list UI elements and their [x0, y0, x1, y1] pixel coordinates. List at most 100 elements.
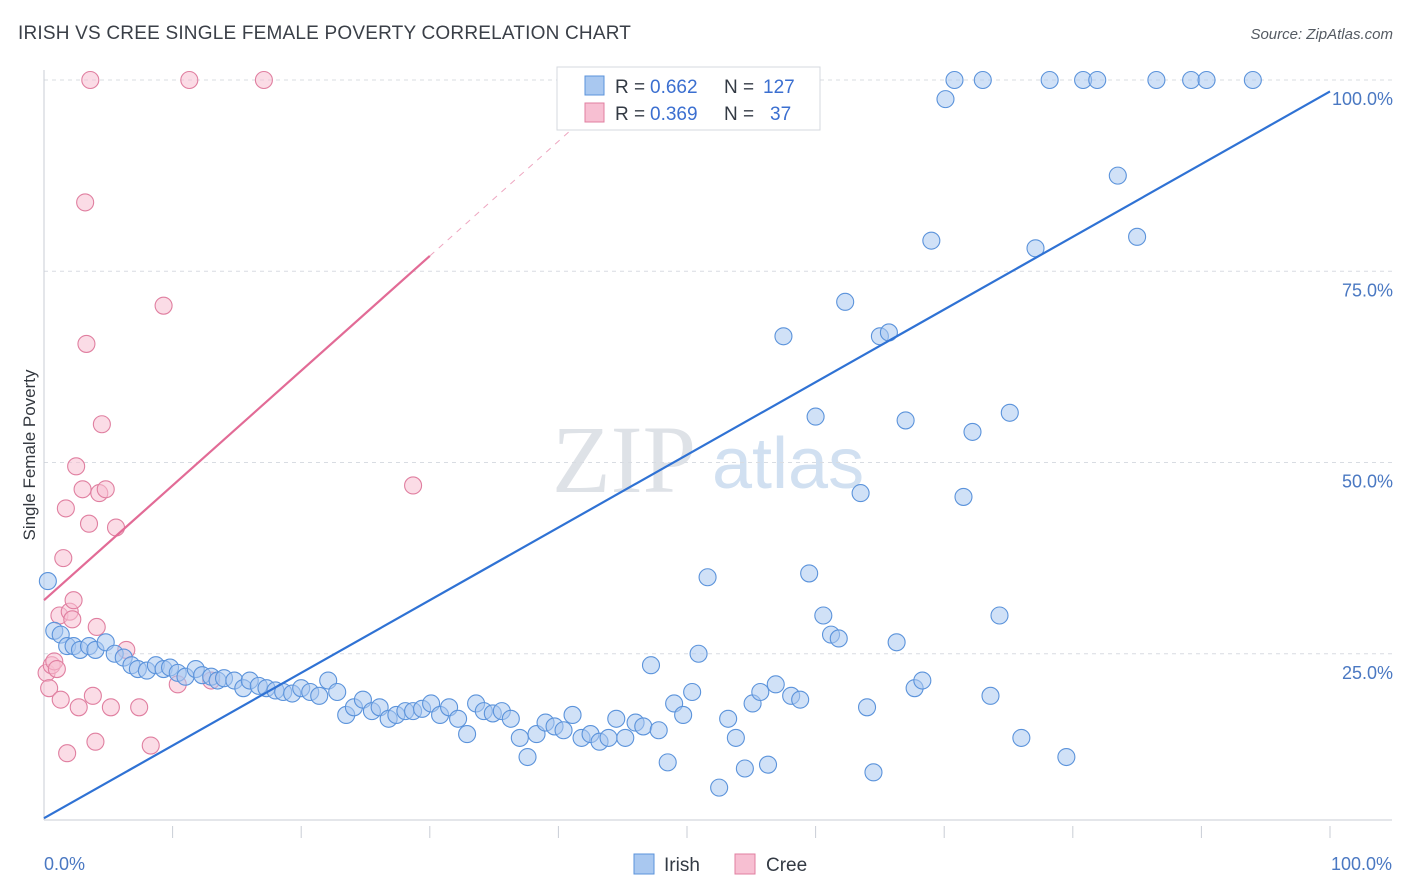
cree-point-16 [76, 193, 95, 212]
irish-point-118 [1057, 747, 1076, 767]
cree-point-9 [58, 744, 77, 763]
irish-point-121 [1108, 166, 1127, 185]
irish-point-98 [857, 698, 877, 717]
irish-point-74 [658, 753, 677, 772]
irish-point-122 [1128, 227, 1147, 246]
series-legend-label-irish: Irish [664, 855, 700, 876]
cree-point-12 [64, 591, 83, 610]
cree-points [37, 70, 423, 763]
x-axis-ticks [172, 826, 1331, 838]
legend-swatch-cree [584, 102, 605, 123]
irish-point-81 [719, 709, 738, 728]
legend-r-label-cree: R = [615, 104, 645, 125]
cree-point-33 [180, 70, 199, 90]
stats-legend: R = 0.662 N = 127 R = 0.369 N = 37 [556, 66, 821, 131]
irish-point-120 [1088, 70, 1107, 90]
cree-point-31 [154, 296, 173, 315]
irish-point-123 [1147, 70, 1166, 90]
legend-n-label-irish: N = [724, 77, 754, 98]
irish-point-56 [501, 709, 520, 728]
irish-point-112 [981, 686, 1000, 705]
y-tick-label-25: 25.0% [1342, 663, 1393, 683]
irish-point-72 [641, 656, 661, 675]
irish-point-96 [836, 292, 855, 311]
irish-point-102 [887, 633, 906, 652]
chart-title: IRISH VS CREE SINGLE FEMALE POVERTY CORR… [18, 23, 631, 44]
irish-point-62 [554, 721, 573, 740]
irish-point-103 [896, 411, 915, 430]
irish-point-105 [913, 671, 932, 690]
irish-point-90 [791, 690, 810, 709]
irish-point-73 [649, 721, 668, 740]
cree-point-21 [86, 732, 105, 751]
cree-point-18 [79, 514, 99, 533]
cree-point-14 [69, 698, 88, 717]
irish-point-126 [1243, 70, 1262, 90]
y-tick-label-50: 50.0% [1342, 472, 1393, 492]
y-axis-tick-labels: 25.0% 50.0% 75.0% 100.0% [1332, 89, 1393, 683]
irish-point-69 [616, 728, 635, 747]
cree-point-35 [254, 70, 273, 90]
series-legend: Irish Cree [633, 853, 807, 876]
irish-point-34 [310, 686, 329, 705]
legend-r-value-cree: 0.369 [650, 104, 698, 125]
legend-n-value-irish: 127 [763, 77, 795, 98]
irish-point-111 [973, 70, 992, 90]
irish-point-107 [936, 90, 955, 109]
irish-point-67 [599, 728, 618, 747]
cree-point-30 [141, 736, 160, 755]
irish-point-82 [726, 728, 745, 747]
irish-point-79 [698, 568, 717, 587]
irish-point-63 [563, 705, 582, 725]
legend-swatch-irish [584, 75, 605, 96]
y-tick-label-100: 100.0% [1332, 89, 1393, 109]
series-legend-swatch-irish [633, 853, 655, 875]
irish-point-36 [328, 682, 347, 702]
cree-point-27 [106, 518, 126, 537]
cree-point-11 [63, 610, 82, 629]
grid-lines [44, 79, 1392, 655]
cree-point-26 [101, 698, 120, 717]
irish-point-113 [990, 606, 1009, 625]
irish-point-108 [945, 70, 964, 90]
irish-point-83 [735, 759, 754, 778]
irish-point-106 [922, 231, 941, 250]
cree-point-6 [51, 690, 70, 709]
x-tick-label-max: 100.0% [1331, 854, 1392, 874]
cree-point-1 [40, 679, 59, 698]
x-tick-label-min: 0.0% [44, 854, 85, 874]
irish-point-0 [38, 572, 57, 591]
legend-n-label-cree: N = [724, 104, 754, 125]
irish-point-92 [806, 407, 825, 426]
irish-point-125 [1197, 70, 1216, 90]
irish-point-85 [751, 682, 770, 702]
irish-point-68 [607, 709, 626, 728]
irish-point-76 [674, 705, 693, 725]
irish-point-115 [1012, 728, 1031, 747]
irish-point-95 [829, 629, 848, 648]
irish-point-50 [449, 709, 468, 728]
watermark-atlas: atlas [712, 424, 864, 504]
legend-n-value-cree: 37 [770, 104, 791, 125]
irish-point-86 [758, 755, 778, 774]
irish-point-77 [683, 682, 702, 702]
irish-point-124 [1182, 70, 1201, 90]
trend-lines [43, 83, 1331, 820]
irish-point-71 [634, 717, 653, 736]
watermark: ZIP atlas [552, 406, 864, 513]
irish-point-51 [458, 725, 477, 744]
legend-r-value-irish: 0.662 [650, 77, 698, 98]
series-legend-label-cree: Cree [766, 855, 807, 876]
y-tick-label-75: 75.0% [1342, 280, 1393, 300]
cree-point-20 [83, 686, 102, 705]
y-axis-label: Single Female Poverty [20, 369, 39, 541]
cree-point-4 [47, 659, 66, 679]
cree-point-8 [56, 499, 75, 518]
series-legend-swatch-cree [734, 853, 756, 875]
cree-point-15 [73, 480, 92, 499]
cree-point-7 [54, 549, 73, 568]
watermark-zip: ZIP [552, 406, 696, 513]
irish-point-93 [814, 606, 833, 625]
irish-point-88 [774, 327, 793, 346]
